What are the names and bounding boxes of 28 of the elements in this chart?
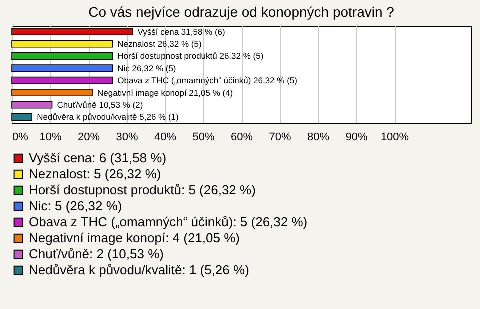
legend-label: Nic: 5 (26,32 %) <box>29 198 122 214</box>
data-label: Nic 26,32 % (5) <box>118 63 176 74</box>
legend-label: Chuť/vůně: 2 (10,53 %) <box>29 246 164 262</box>
x-tick-label: 20% <box>78 132 100 144</box>
x-tick-label: 30% <box>116 132 138 144</box>
data-label: Neznalost 26,32 % (5) <box>118 38 202 49</box>
data-label: Negativní image konopí 21,05 % (4) <box>98 88 234 98</box>
legend-label: Nedůvěra k původu/kvalitě: 1 (5,26 %) <box>29 262 250 278</box>
x-tick-label: 40% <box>154 132 177 144</box>
data-label: Obava z THC („omamných“ účinků) 26,32 % (5) <box>118 76 298 86</box>
x-tick-label: 10% <box>40 132 62 144</box>
legend-label: Horší dostupnost produktů: 5 (26,32 %) <box>29 182 256 198</box>
data-label: Vyšší cena 31,58 % (6) <box>138 26 226 37</box>
x-tick-label: 90% <box>346 132 368 144</box>
data-label: Chuť/vůně 10,53 % (2) <box>57 100 144 110</box>
x-tick-label: 100% <box>380 132 410 144</box>
legend-label: Obava z THC („omamných“ účinků): 5 (26,32 %) <box>29 214 308 230</box>
x-tick-label: 50% <box>192 132 215 144</box>
chart-title: Co vás nejvíce odrazuje od konopných potravin ? <box>88 4 395 20</box>
x-tick-label: 70% <box>269 132 292 144</box>
legend-label: Neznalost: 5 (26,32 %) <box>29 166 162 182</box>
x-tick-label: 80% <box>307 132 330 144</box>
legend-label: Negativní image konopí: 4 (21,05 %) <box>29 230 240 246</box>
x-tick-label: 0% <box>12 132 29 144</box>
data-label: Nedůvěra k původu/kvalitě 5,26 % (1) <box>37 112 180 122</box>
x-tick-label: 60% <box>230 132 254 144</box>
legend-label: Vyšší cena: 6 (31,58 %) <box>29 150 167 166</box>
data-label: Horší dostupnost produktů 26,32 % (5) <box>118 51 264 62</box>
